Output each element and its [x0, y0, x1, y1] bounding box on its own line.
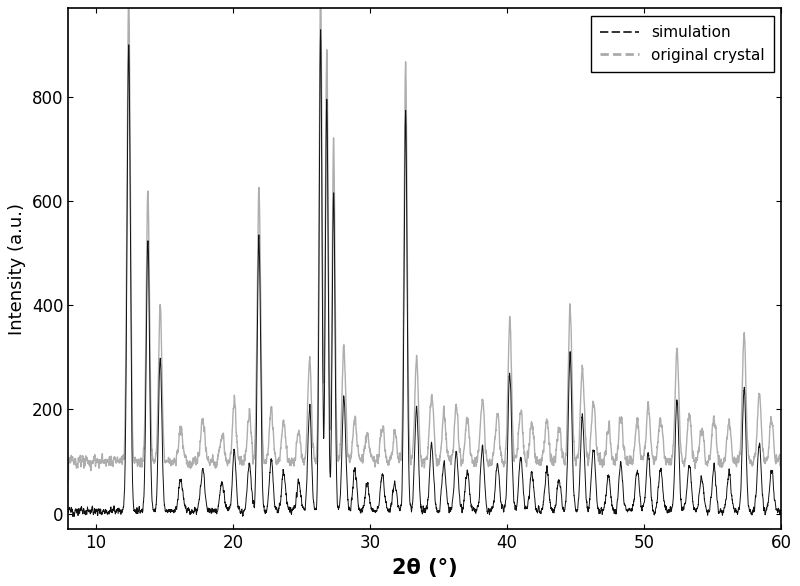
- simulation: [336, 476, 346, 483]
- simulation: [193, 503, 202, 510]
- Line: simulation: simulation: [68, 30, 781, 516]
- original crystal: [776, 479, 786, 486]
- simulation: [316, 26, 326, 33]
- original crystal: [63, 476, 73, 483]
- original crystal: [650, 458, 659, 465]
- Legend: simulation, original crystal: simulation, original crystal: [591, 16, 774, 72]
- simulation: [776, 510, 786, 517]
- Y-axis label: Intensity (a.u.): Intensity (a.u.): [8, 203, 26, 335]
- Line: original crystal: original crystal: [68, 0, 781, 483]
- original crystal: [193, 451, 202, 458]
- simulation: [68, 513, 78, 520]
- original crystal: [336, 432, 346, 439]
- simulation: [527, 469, 537, 476]
- original crystal: [595, 452, 605, 459]
- simulation: [596, 509, 606, 516]
- original crystal: [527, 423, 537, 430]
- simulation: [491, 467, 501, 474]
- simulation: [650, 509, 659, 516]
- simulation: [63, 509, 73, 516]
- original crystal: [491, 424, 501, 431]
- X-axis label: 2θ (°): 2θ (°): [392, 558, 458, 578]
